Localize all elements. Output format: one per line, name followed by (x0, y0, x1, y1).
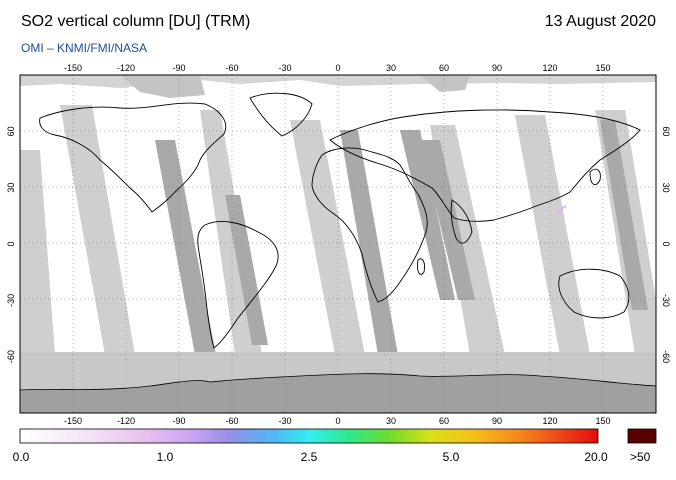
longitude-tick-label: 30 (386, 63, 396, 73)
longitude-tick-label: 120 (542, 416, 557, 426)
latitude-tick-label: 60 (6, 126, 16, 136)
longitude-ticks-top: -150 -120 -90 -60 -30 0 30 60 90 120 150 (64, 63, 611, 73)
colorbar (19, 428, 599, 444)
colorbar-label: 1.0 (156, 450, 174, 464)
longitude-tick-label: -120 (117, 416, 135, 426)
latitude-tick-label: 30 (6, 183, 16, 193)
colorbar-over-swatch (627, 428, 657, 444)
longitude-tick-label: -150 (64, 416, 82, 426)
longitude-tick-label: 90 (492, 416, 502, 426)
darker-gap-strips (155, 120, 648, 355)
coastlines (39, 92, 641, 349)
longitude-tick-label: 60 (439, 416, 449, 426)
longitude-tick-label: 60 (439, 63, 449, 73)
map-date: 13 August 2020 (544, 13, 656, 30)
longitude-tick-label: -60 (225, 63, 238, 73)
latitude-tick-label: 30 (661, 183, 671, 193)
longitude-tick-label: 0 (335, 63, 340, 73)
longitude-tick-label: -150 (64, 63, 82, 73)
latitude-tick-label: -60 (661, 350, 671, 363)
graticule (20, 75, 656, 413)
map-title: SO2 vertical column [DU] (TRM) (21, 13, 251, 30)
latitude-tick-label: 0 (661, 241, 671, 246)
longitude-tick-label: 0 (335, 416, 340, 426)
latitude-ticks-right: 60 30 0 -30 -60 (661, 126, 671, 363)
longitude-tick-label: 150 (595, 63, 610, 73)
longitude-tick-label: -90 (172, 63, 185, 73)
longitude-tick-label: 90 (492, 63, 502, 73)
colorbar-label: 5.0 (442, 450, 460, 464)
longitude-tick-label: 120 (542, 63, 557, 73)
colorbar-label: 0.0 (12, 450, 30, 464)
colorbar-over-label: >50 (630, 450, 651, 464)
longitude-tick-label: -60 (225, 416, 238, 426)
colorbar-label: 2.5 (300, 450, 318, 464)
latitude-ticks-left: 60 30 0 -30 -60 (6, 126, 16, 363)
latitude-tick-label: -30 (661, 294, 671, 307)
latitude-tick-label: 0 (6, 241, 16, 246)
longitude-tick-label: -120 (117, 63, 135, 73)
longitude-tick-label: -30 (278, 63, 291, 73)
longitude-ticks-bottom: -150 -120 -90 -60 -30 0 30 60 90 120 150 (64, 416, 611, 426)
data-credit: OMI – KNMI/FMI/NASA (21, 41, 148, 55)
longitude-tick-label: -30 (278, 416, 291, 426)
latitude-tick-label: -30 (6, 294, 16, 307)
arctic-no-data (20, 75, 656, 98)
latitude-tick-label: -60 (6, 350, 16, 363)
so2-trace (555, 205, 567, 213)
longitude-tick-label: 150 (595, 416, 610, 426)
longitude-tick-label: 30 (386, 416, 396, 426)
latitude-tick-label: 60 (661, 126, 671, 136)
longitude-tick-label: -90 (172, 416, 185, 426)
colorbar-label: 20.0 (584, 450, 608, 464)
map-frame (19, 74, 657, 414)
